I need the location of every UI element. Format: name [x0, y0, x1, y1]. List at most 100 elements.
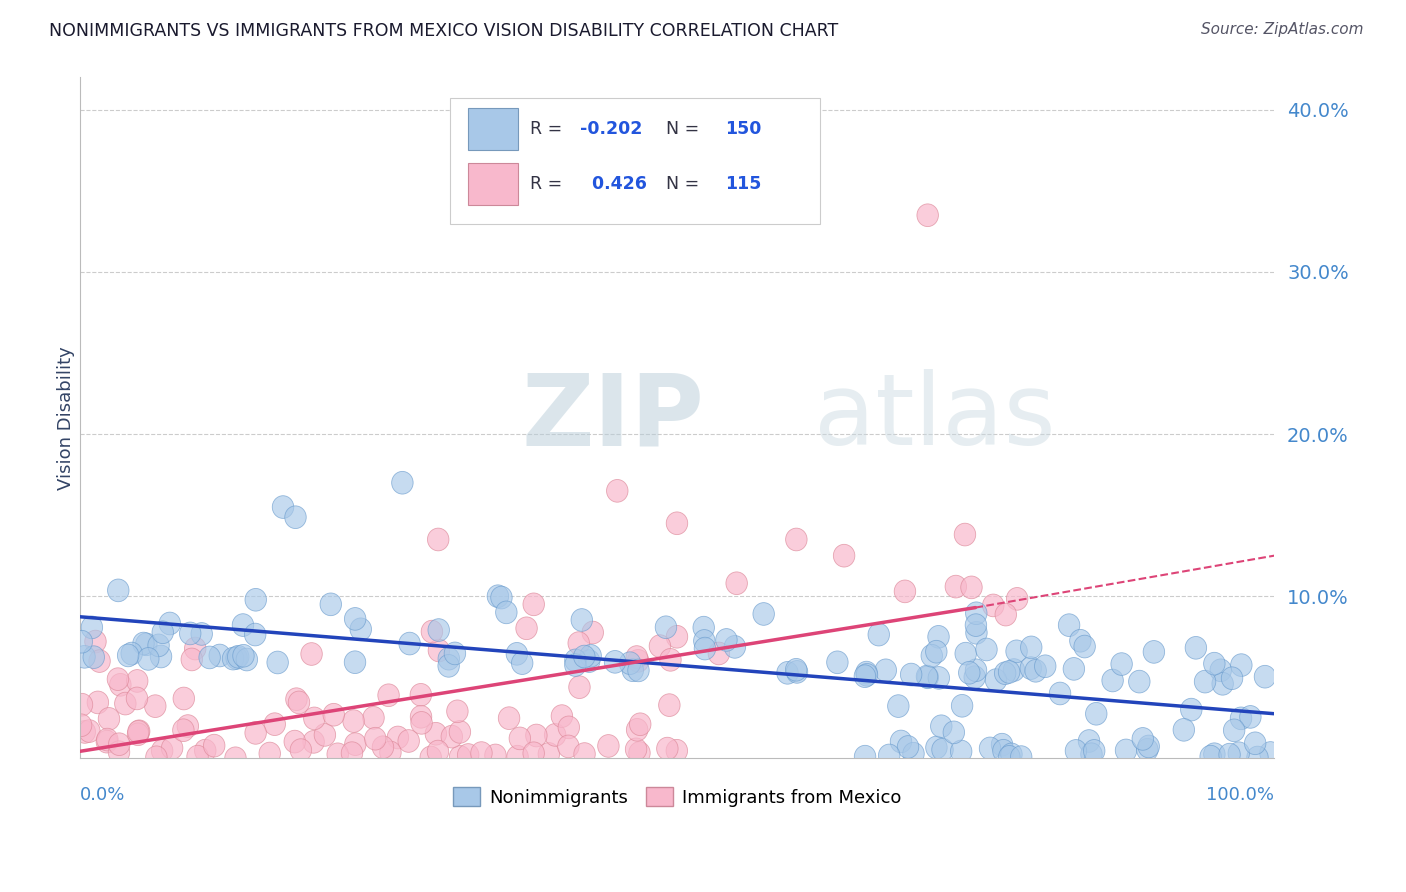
Ellipse shape: [928, 666, 949, 690]
Ellipse shape: [598, 735, 619, 757]
Ellipse shape: [264, 713, 285, 736]
Ellipse shape: [544, 723, 565, 747]
Ellipse shape: [70, 714, 91, 737]
Ellipse shape: [716, 629, 737, 651]
Ellipse shape: [204, 734, 225, 757]
Ellipse shape: [1230, 654, 1253, 676]
Ellipse shape: [621, 659, 644, 681]
Ellipse shape: [606, 480, 628, 502]
Text: 100.0%: 100.0%: [1206, 786, 1274, 804]
Ellipse shape: [328, 743, 349, 765]
Ellipse shape: [578, 649, 600, 673]
Ellipse shape: [398, 730, 419, 752]
Ellipse shape: [72, 693, 93, 716]
Ellipse shape: [626, 646, 648, 668]
Ellipse shape: [945, 575, 966, 598]
Ellipse shape: [786, 658, 807, 681]
Ellipse shape: [1230, 707, 1251, 730]
Ellipse shape: [273, 496, 294, 518]
Ellipse shape: [108, 733, 129, 756]
Ellipse shape: [387, 726, 409, 748]
Ellipse shape: [917, 665, 938, 688]
Ellipse shape: [1021, 657, 1042, 680]
Ellipse shape: [516, 617, 537, 640]
Ellipse shape: [558, 735, 579, 757]
Ellipse shape: [350, 618, 371, 640]
Ellipse shape: [950, 740, 972, 763]
Ellipse shape: [897, 736, 918, 758]
Ellipse shape: [998, 661, 1019, 683]
Ellipse shape: [447, 700, 468, 723]
Ellipse shape: [875, 659, 897, 681]
Ellipse shape: [991, 733, 1012, 756]
Ellipse shape: [1074, 635, 1095, 658]
Ellipse shape: [582, 621, 603, 644]
Ellipse shape: [605, 650, 626, 673]
Ellipse shape: [439, 648, 460, 670]
Ellipse shape: [659, 648, 682, 671]
Ellipse shape: [420, 746, 441, 769]
Ellipse shape: [526, 724, 547, 747]
Ellipse shape: [786, 661, 808, 683]
Ellipse shape: [236, 648, 257, 671]
Ellipse shape: [1025, 659, 1046, 682]
Ellipse shape: [1194, 670, 1216, 693]
Ellipse shape: [827, 651, 848, 673]
Ellipse shape: [392, 471, 413, 494]
Ellipse shape: [209, 644, 231, 667]
Ellipse shape: [574, 645, 595, 668]
Ellipse shape: [98, 707, 120, 731]
Ellipse shape: [925, 640, 948, 663]
Ellipse shape: [1223, 719, 1244, 741]
Ellipse shape: [180, 622, 201, 645]
Ellipse shape: [429, 640, 450, 662]
Ellipse shape: [97, 728, 118, 751]
Ellipse shape: [1021, 636, 1042, 658]
Ellipse shape: [1063, 657, 1084, 681]
Ellipse shape: [290, 739, 312, 762]
Ellipse shape: [288, 691, 309, 714]
Ellipse shape: [232, 614, 253, 636]
FancyBboxPatch shape: [468, 162, 519, 205]
Ellipse shape: [87, 691, 108, 714]
Ellipse shape: [73, 646, 96, 668]
Ellipse shape: [1132, 728, 1153, 750]
Ellipse shape: [378, 684, 399, 706]
Ellipse shape: [198, 646, 221, 669]
Ellipse shape: [650, 635, 671, 657]
Ellipse shape: [152, 739, 173, 762]
Ellipse shape: [184, 637, 205, 660]
Ellipse shape: [693, 630, 716, 652]
Ellipse shape: [226, 647, 247, 669]
Legend: Nonimmigrants, Immigrants from Mexico: Nonimmigrants, Immigrants from Mexico: [446, 780, 908, 814]
Ellipse shape: [512, 652, 533, 674]
Ellipse shape: [245, 589, 267, 611]
Ellipse shape: [955, 524, 976, 546]
Ellipse shape: [627, 659, 650, 681]
Ellipse shape: [568, 676, 591, 698]
Ellipse shape: [1260, 741, 1281, 764]
Ellipse shape: [363, 706, 384, 729]
Text: 0.426: 0.426: [581, 175, 647, 193]
Ellipse shape: [411, 706, 432, 728]
Ellipse shape: [1049, 682, 1071, 705]
Ellipse shape: [931, 714, 952, 738]
Ellipse shape: [222, 648, 243, 670]
Ellipse shape: [1059, 614, 1080, 637]
Ellipse shape: [1005, 640, 1028, 663]
Ellipse shape: [1222, 667, 1243, 690]
Ellipse shape: [138, 648, 159, 670]
Ellipse shape: [1137, 735, 1160, 758]
Ellipse shape: [666, 625, 688, 648]
Ellipse shape: [425, 723, 447, 745]
Ellipse shape: [655, 615, 676, 639]
Ellipse shape: [1211, 659, 1232, 681]
Ellipse shape: [980, 737, 1001, 760]
Ellipse shape: [107, 579, 129, 602]
Ellipse shape: [619, 652, 641, 674]
Ellipse shape: [457, 744, 479, 766]
Ellipse shape: [1143, 640, 1164, 664]
Ellipse shape: [693, 616, 714, 639]
Ellipse shape: [960, 576, 983, 599]
Text: 0.0%: 0.0%: [80, 786, 125, 804]
